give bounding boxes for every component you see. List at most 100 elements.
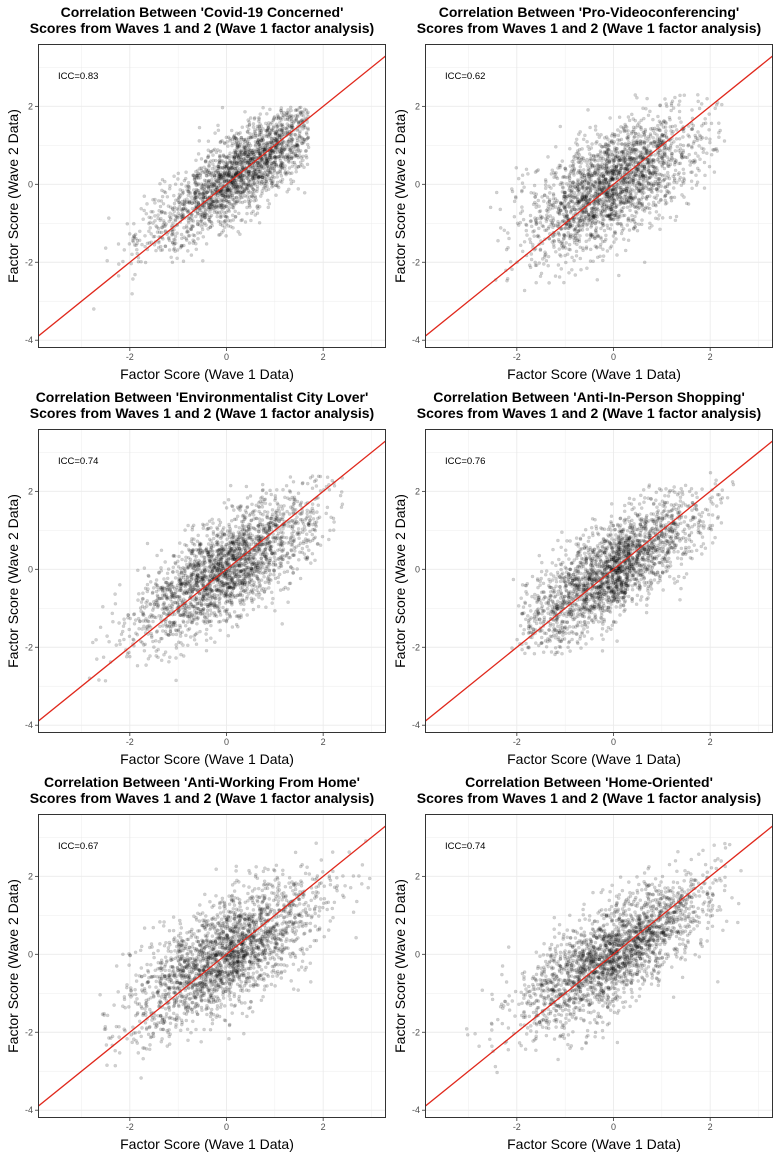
data-point xyxy=(173,237,177,242)
data-point xyxy=(278,149,283,154)
data-point xyxy=(639,202,644,207)
data-point xyxy=(218,149,223,153)
data-point xyxy=(133,272,137,277)
data-point xyxy=(221,153,226,157)
data-point xyxy=(249,211,254,216)
data-point xyxy=(206,155,211,159)
data-point xyxy=(302,123,307,128)
data-point xyxy=(234,161,239,165)
data-point xyxy=(271,172,275,176)
data-point xyxy=(207,163,211,168)
data-point xyxy=(674,137,679,141)
data-point xyxy=(340,502,345,506)
data-point xyxy=(298,129,302,133)
data-point xyxy=(168,184,172,188)
data-point xyxy=(643,129,648,134)
data-point xyxy=(654,187,659,191)
data-point xyxy=(588,125,592,130)
data-point xyxy=(697,144,701,148)
data-point xyxy=(245,158,250,163)
data-point xyxy=(188,191,193,195)
data-point xyxy=(572,173,576,177)
data-point xyxy=(598,242,603,247)
data-point xyxy=(243,150,247,154)
data-point xyxy=(246,172,251,176)
data-point xyxy=(239,163,244,167)
data-point xyxy=(246,178,251,182)
data-point xyxy=(686,143,690,148)
data-point xyxy=(629,196,634,201)
data-point xyxy=(249,184,254,189)
data-point xyxy=(664,129,668,133)
data-point xyxy=(570,255,574,260)
data-point xyxy=(576,185,580,190)
data-point xyxy=(242,140,246,144)
data-point xyxy=(229,166,234,171)
data-point xyxy=(235,160,239,165)
data-point xyxy=(247,169,251,174)
data-point xyxy=(605,192,609,197)
data-point xyxy=(217,210,221,214)
data-point xyxy=(222,178,226,182)
data-point xyxy=(179,236,184,241)
data-point xyxy=(295,136,299,141)
data-point xyxy=(259,164,263,168)
data-point xyxy=(231,168,235,172)
data-point xyxy=(258,127,263,131)
data-point xyxy=(233,209,237,214)
data-point xyxy=(224,188,229,193)
data-point xyxy=(230,180,234,185)
data-point xyxy=(170,206,175,211)
data-point xyxy=(255,187,260,191)
data-point xyxy=(306,145,311,150)
data-point xyxy=(230,205,235,210)
data-point xyxy=(196,181,201,186)
data-point xyxy=(204,212,208,216)
data-point xyxy=(708,137,712,141)
data-point xyxy=(191,174,196,178)
data-point xyxy=(203,207,207,212)
data-point xyxy=(660,133,664,137)
data-point xyxy=(276,116,281,121)
data-point xyxy=(598,220,603,225)
x-tick-label: -2 xyxy=(126,352,134,362)
data-point xyxy=(536,198,541,203)
data-point xyxy=(690,108,694,112)
data-point xyxy=(563,234,567,238)
data-point xyxy=(195,219,200,224)
data-point xyxy=(162,189,166,194)
data-point xyxy=(253,151,258,155)
data-point xyxy=(638,186,643,191)
x-tick-label: 0 xyxy=(611,352,616,362)
data-point xyxy=(547,191,552,195)
data-point xyxy=(173,218,178,223)
data-point xyxy=(265,156,269,160)
data-point xyxy=(255,124,260,129)
data-point xyxy=(281,132,286,136)
data-point xyxy=(619,199,623,203)
data-point xyxy=(543,250,547,254)
data-point xyxy=(218,232,222,237)
data-point xyxy=(239,175,244,179)
data-point xyxy=(625,163,630,168)
data-point xyxy=(198,175,202,180)
data-point xyxy=(259,128,263,133)
data-point xyxy=(234,131,239,135)
data-point xyxy=(232,198,236,202)
data-point xyxy=(234,199,239,203)
data-point xyxy=(657,213,662,217)
data-point xyxy=(590,163,595,168)
data-point xyxy=(211,184,216,188)
data-point xyxy=(152,234,157,239)
data-point xyxy=(151,209,155,214)
y-tick-label: 0 xyxy=(28,179,33,189)
data-point xyxy=(255,133,259,138)
data-point xyxy=(270,128,275,133)
data-point xyxy=(611,208,616,213)
data-point xyxy=(202,213,207,218)
data-point xyxy=(273,150,278,155)
data-point xyxy=(216,164,220,169)
data-point xyxy=(221,199,226,204)
data-point xyxy=(290,137,295,142)
data-point xyxy=(202,221,207,225)
